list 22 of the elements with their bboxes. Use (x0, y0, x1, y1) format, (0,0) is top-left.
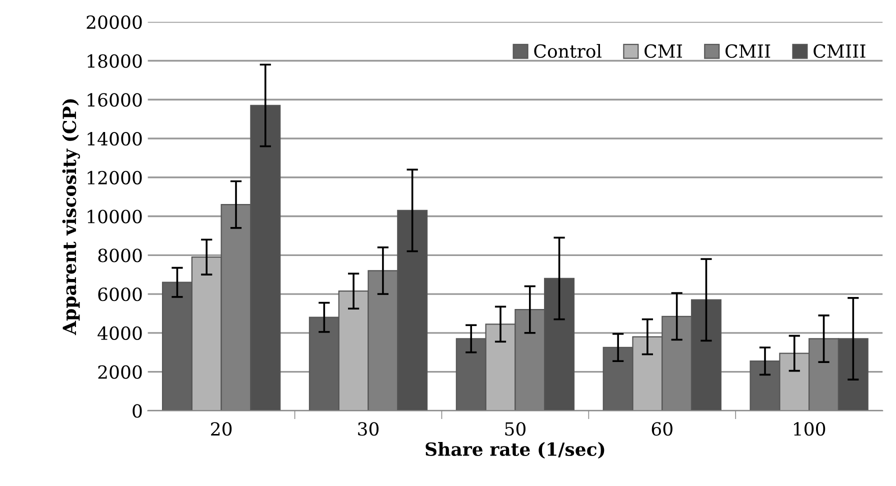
legend-label: CMIII (814, 44, 866, 58)
y-axis-title: Apparent viscosity (CP) (62, 99, 80, 336)
y-tick-label: 8000 (98, 248, 142, 262)
y-tick-label: 16000 (88, 93, 142, 107)
y-tick-label: 18000 (88, 54, 142, 68)
y-tick-label: 6000 (98, 287, 142, 302)
x-tick-label: 20 (211, 422, 232, 436)
y-tick-label: 2000 (98, 365, 142, 379)
legend-label: CMII (726, 44, 770, 58)
y-tick-label: 14000 (88, 132, 142, 146)
y-tick-label: 10000 (88, 210, 142, 224)
x-tick-label: 30 (358, 422, 379, 436)
y-tick-label: 12000 (88, 170, 142, 185)
legend-label: CMI (644, 44, 682, 58)
x-tick-label: 50 (505, 422, 526, 436)
x-tick-label: 60 (652, 422, 672, 436)
y-tick-label: 0 (132, 404, 142, 418)
legend-label: Control (534, 44, 602, 58)
y-tick-label: 20000 (86, 15, 142, 29)
x-axis-title: Share rate (1/sec) (426, 442, 604, 459)
x-tick-label: 100 (794, 422, 826, 436)
y-tick-label: 4000 (98, 326, 142, 340)
